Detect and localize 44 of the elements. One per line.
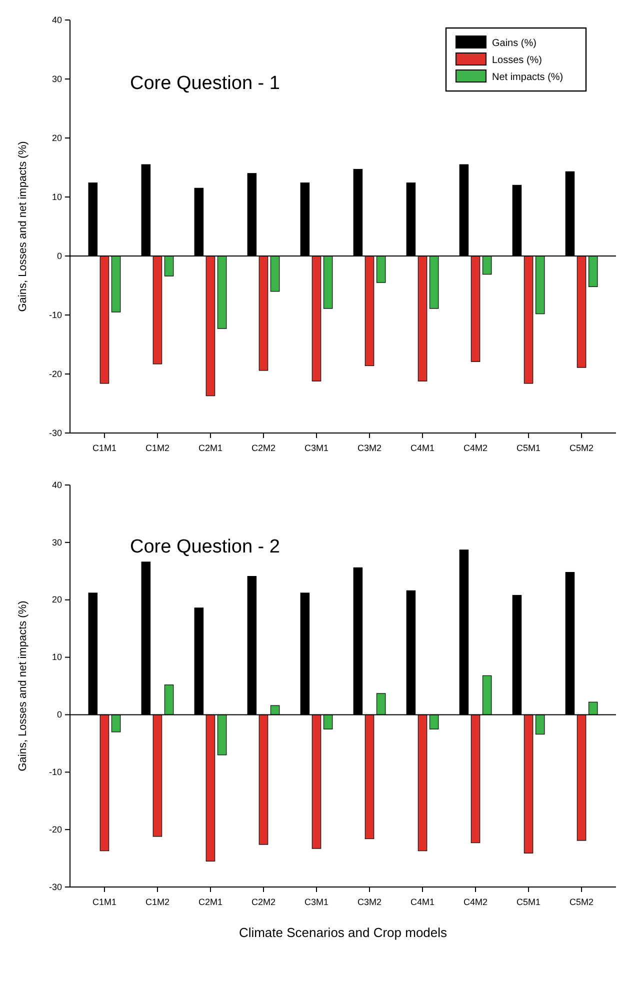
y-tick-label: 20	[52, 132, 62, 143]
y-tick-label: -10	[48, 310, 62, 320]
annotation: Core Question - 2	[130, 536, 280, 558]
y-axis-title: Gains, Losses and net impacts (%)	[17, 600, 29, 772]
y-tick-label: 40	[52, 480, 62, 490]
x-tick-label: C3M1	[304, 897, 329, 907]
y-tick-label: -20	[48, 368, 62, 379]
legend-label: Losses (%)	[492, 55, 542, 66]
x-tick-label: C2M1	[198, 897, 222, 907]
x-tick-label: C5M2	[570, 897, 594, 907]
x-tick-label: C4M1	[410, 897, 435, 907]
y-tick-label: 10	[52, 192, 62, 202]
y-tick-label: -10	[48, 767, 62, 778]
x-tick-label: C4M2	[464, 897, 488, 907]
x-tick-label: C2M2	[251, 443, 276, 453]
x-tick-label: C5M1	[516, 897, 541, 907]
y-tick-label: 0	[56, 250, 62, 261]
annotation: Core Question - 1	[130, 73, 280, 94]
y-tick-label: 30	[52, 74, 62, 84]
x-tick-label: C4M2	[464, 443, 488, 453]
y-axis-title: Gains, Losses and net impacts (%)	[17, 141, 29, 312]
y-tick-label: -30	[48, 882, 62, 892]
y-tick-label: 20	[52, 594, 62, 605]
x-tick-label: C3M2	[357, 443, 382, 453]
legend-label: Net impacts (%)	[492, 72, 564, 83]
x-tick-label: C1M1	[92, 443, 116, 453]
x-tick-label: C1M2	[145, 443, 170, 453]
x-tick-label: C5M2	[570, 443, 594, 453]
x-tick-label: C3M1	[304, 443, 329, 453]
legend-label: Gains (%)	[492, 38, 536, 49]
y-tick-label: 10	[52, 652, 62, 662]
y-tick-label: -30	[48, 428, 62, 438]
x-tick-label: C5M1	[516, 443, 541, 453]
x-tick-label: C1M1	[92, 897, 116, 907]
x-tick-label: C1M2	[145, 897, 170, 907]
x-tick-label: C2M2	[251, 897, 276, 907]
x-tick-label: C4M1	[410, 443, 435, 453]
y-tick-label: -20	[48, 824, 62, 834]
x-axis-title: Climate Scenarios and Crop models	[238, 925, 448, 940]
y-tick-label: 0	[56, 710, 62, 720]
x-tick-label: C2M1	[198, 443, 222, 453]
y-tick-label: 40	[52, 14, 62, 25]
x-tick-label: C3M2	[357, 897, 382, 907]
y-tick-label: 30	[52, 537, 62, 548]
